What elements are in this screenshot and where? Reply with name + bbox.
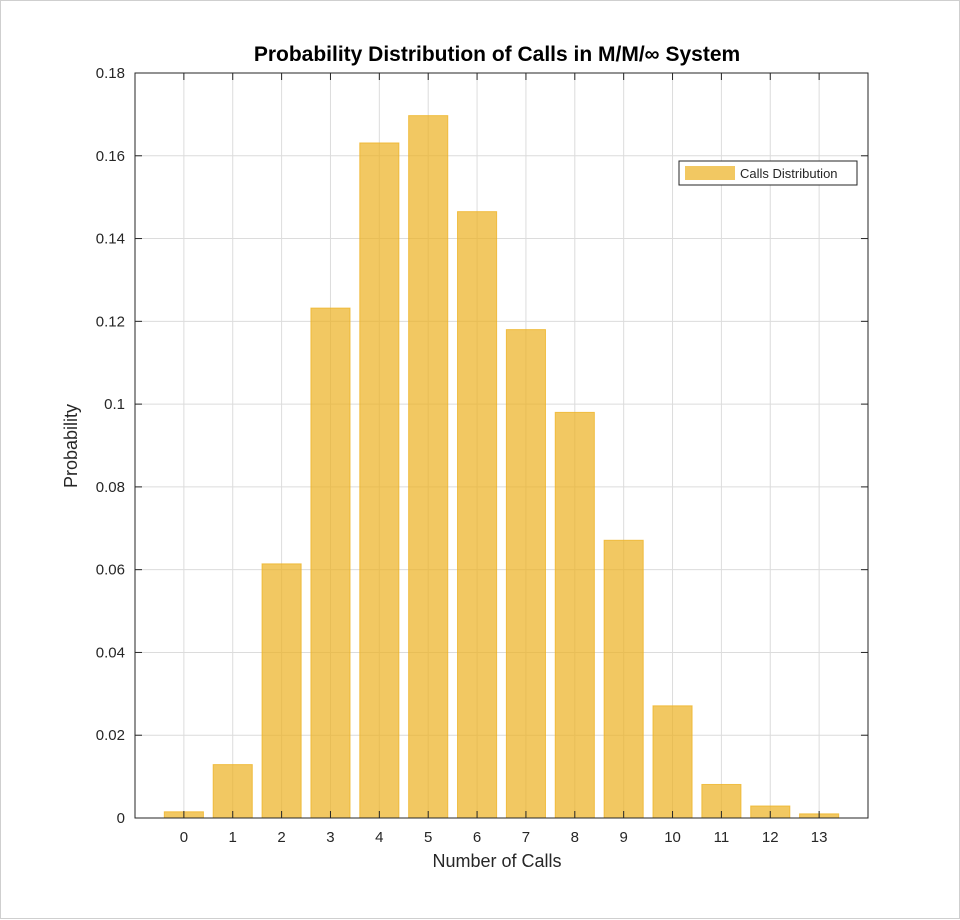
x-tick-label: 3 (326, 829, 334, 846)
y-tick-label: 0.06 (96, 562, 125, 579)
bar-1[interactable] (212, 764, 253, 819)
x-tick-label: 11 (714, 829, 730, 846)
y-tick-label: 0.08 (96, 479, 125, 496)
x-tick-label: 4 (375, 829, 383, 846)
bars (163, 115, 840, 819)
y-tick-label: 0.02 (96, 727, 125, 744)
bar-6[interactable] (457, 211, 498, 819)
x-tick-label: 5 (424, 829, 432, 846)
bar-5[interactable] (408, 115, 449, 819)
x-tick-label: 10 (664, 829, 681, 846)
bar-3[interactable] (310, 307, 351, 819)
y-tick-label: 0.1 (104, 396, 125, 413)
x-tick-label: 6 (473, 829, 481, 846)
x-axis-label: Number of Calls (432, 851, 561, 871)
y-axis-label: Probability (61, 404, 81, 488)
bar-8[interactable] (554, 411, 595, 819)
bar-4[interactable] (359, 142, 400, 819)
axis-ticks: 00.020.040.060.080.10.120.140.160.180 1 2 3… (96, 65, 868, 846)
bar-7[interactable] (505, 329, 546, 819)
legend-swatch (685, 166, 735, 180)
y-tick-label: 0.12 (96, 313, 125, 330)
y-tick-label: 0 (117, 810, 125, 827)
plot-area-border (134, 72, 869, 819)
x-tick-label: 7 (522, 829, 530, 846)
bar-9[interactable] (603, 539, 644, 819)
x-tick-label: 12 (762, 829, 779, 846)
bar-2[interactable] (261, 563, 302, 819)
bar-10[interactable] (652, 705, 693, 819)
y-tick-label: 0.18 (96, 65, 125, 82)
x-tick-label: 1 (229, 829, 237, 846)
x-tick-label: 8 (571, 829, 579, 846)
x-tick-label: 9 (619, 829, 627, 846)
legend[interactable]: Calls Distribution (678, 160, 858, 186)
x-tick-label: 2 (277, 829, 285, 846)
y-tick-label: 0.14 (96, 231, 125, 248)
x-tick-label: 13 (811, 829, 828, 846)
y-tick-label: 0.16 (96, 148, 125, 165)
legend-entry-label: Calls Distribution (740, 166, 838, 181)
chart-title: Probability Distribution of Calls in M/M… (254, 43, 740, 66)
y-tick-label: 0.04 (96, 644, 125, 661)
x-tick-label: 0 (180, 829, 188, 846)
